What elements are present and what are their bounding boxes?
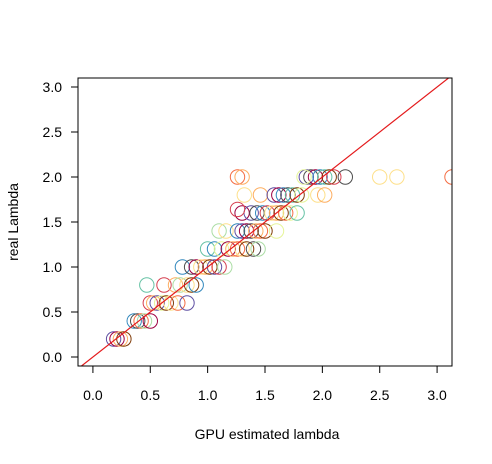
data-point-20	[179, 277, 195, 293]
data-point-68	[275, 187, 292, 203]
x-tick-label-1: 0.5	[141, 387, 161, 403]
data-point-89	[296, 169, 312, 185]
data-point-13	[154, 295, 170, 311]
data-point-86	[389, 169, 405, 185]
data-point-75	[229, 169, 246, 185]
x-tick-label-5: 2.5	[370, 387, 390, 403]
data-point-59	[268, 205, 285, 221]
y-tick-label-3: 1.5	[43, 214, 63, 230]
data-point-26	[188, 259, 204, 275]
y-axis-label: real Lambda	[5, 183, 21, 261]
data-point-14	[158, 295, 175, 311]
data-point-23	[179, 295, 195, 311]
data-point-78	[303, 169, 319, 185]
points-layer	[105, 169, 452, 347]
data-point-17	[156, 277, 172, 293]
data-point-58	[264, 205, 280, 221]
data-point-0	[105, 331, 122, 347]
x-axis: 0.0 0.5 1.0 1.5 2.0 2.5 3.0	[83, 365, 447, 403]
data-point-85	[372, 169, 388, 185]
reference-line	[80, 78, 450, 366]
data-point-84	[337, 169, 353, 185]
x-tick-label-6: 3.0	[427, 387, 447, 403]
y-tick-label-0: 0.0	[43, 349, 63, 365]
data-point-34	[206, 241, 223, 257]
data-point-10	[142, 295, 159, 311]
data-point-29	[202, 259, 218, 275]
data-point-80	[312, 169, 328, 185]
y-tick-label-2: 1.0	[43, 259, 63, 275]
y-tick-label-6: 3.0	[43, 79, 63, 95]
data-point-66	[266, 187, 282, 203]
data-point-25	[183, 259, 200, 275]
data-point-64	[236, 187, 253, 203]
data-point-72	[294, 187, 310, 203]
y-tick-label-5: 2.5	[43, 124, 63, 140]
data-point-41	[245, 241, 262, 257]
y-axis: 0.0 0.5 1.0 1.5 2.0 2.5 3.0	[43, 79, 79, 365]
data-point-8	[142, 313, 159, 329]
data-point-42	[250, 241, 266, 257]
data-point-53	[234, 205, 250, 221]
data-point-7	[136, 313, 153, 329]
data-point-37	[225, 241, 241, 257]
data-point-65	[252, 187, 269, 203]
data-point-5	[130, 313, 146, 329]
data-point-28	[197, 259, 214, 275]
data-point-76	[234, 169, 250, 185]
data-point-16	[170, 295, 186, 311]
data-point-63	[289, 205, 305, 221]
data-point-40	[238, 241, 255, 257]
data-point-81	[317, 169, 333, 185]
y-tick-label-1: 0.5	[43, 304, 63, 320]
data-point-9	[139, 277, 155, 293]
data-point-12	[149, 295, 165, 311]
data-point-24	[174, 259, 191, 275]
y-tick-label-4: 2.0	[43, 169, 63, 185]
data-point-46	[234, 223, 250, 239]
data-point-60	[273, 205, 289, 221]
data-point-19	[172, 277, 188, 293]
data-point-45	[229, 223, 246, 239]
data-point-44	[218, 223, 234, 239]
data-point-31	[211, 259, 227, 275]
data-point-33	[199, 241, 216, 257]
data-point-36	[220, 241, 237, 257]
data-point-83	[326, 169, 342, 185]
data-point-48	[243, 223, 259, 239]
data-point-43	[211, 223, 227, 239]
data-point-71	[289, 187, 305, 203]
data-point-2	[112, 331, 129, 347]
data-point-49	[248, 223, 264, 239]
x-tick-label-3: 1.5	[255, 387, 275, 403]
data-point-51	[257, 223, 273, 239]
data-point-88	[229, 201, 246, 218]
data-point-62	[282, 205, 298, 221]
data-point-69	[280, 187, 296, 203]
x-tick-label-4: 2.0	[313, 387, 333, 403]
data-point-67	[271, 187, 287, 203]
data-point-4	[126, 313, 142, 329]
data-point-6	[133, 313, 149, 329]
data-point-39	[234, 241, 250, 257]
data-point-73	[310, 187, 326, 203]
data-point-56	[255, 205, 271, 221]
data-point-74	[317, 187, 333, 203]
data-point-52	[268, 223, 285, 239]
data-point-1	[109, 331, 125, 347]
data-point-22	[188, 277, 204, 293]
data-point-32	[217, 259, 233, 275]
x-tick-label-0: 0.0	[83, 387, 103, 403]
reference-line-layer	[80, 78, 450, 366]
x-tick-label-2: 1.0	[198, 387, 218, 403]
x-axis-label: GPU estimated lambda	[195, 426, 340, 442]
